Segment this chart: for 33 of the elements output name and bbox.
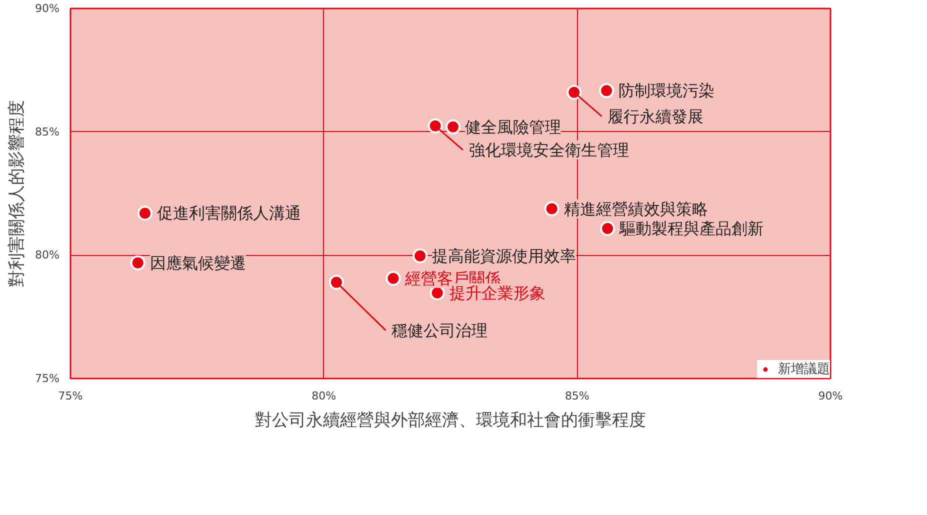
- annotation: 因應氣候變遷: [150, 253, 246, 272]
- point: [544, 201, 560, 216]
- annotation: 驅動製程與產品創新: [618, 219, 764, 238]
- x-tick-label: 90%: [818, 390, 843, 402]
- y-tick-label: 75%: [35, 372, 60, 385]
- point: [412, 248, 428, 264]
- point: [386, 270, 401, 286]
- y-tick-label: 80%: [35, 248, 60, 262]
- y-tick-label: 85%: [35, 125, 60, 138]
- point: [446, 119, 461, 134]
- annotation: 健全風險管理: [465, 117, 562, 136]
- y-tick-label: 90%: [35, 2, 60, 15]
- x-tick-label: 85%: [564, 390, 590, 402]
- annotation: 強化環境安全衛生管理: [468, 140, 629, 160]
- x-tick-label: 80%: [312, 390, 336, 402]
- legend-label: 新增議題: [778, 361, 830, 378]
- point: [599, 83, 614, 98]
- point: [428, 118, 443, 134]
- x-tick-label: 75%: [58, 390, 83, 402]
- point: [130, 255, 146, 270]
- annotation: 精進經營績效與策略: [564, 199, 708, 218]
- annotation: 穩健公司治理: [392, 320, 488, 340]
- annotation: 防制環境污染: [618, 81, 715, 100]
- annotation: 提高能資源使用效率: [432, 246, 576, 266]
- x-axis-title: 對公司永續經營與外部經濟、環境和社會的衝擊程度: [255, 410, 646, 430]
- y-axis-title: 對利害關係人的影響程度: [7, 100, 28, 287]
- point: [600, 221, 616, 236]
- annotation: 促進利害關係人溝通: [156, 204, 301, 223]
- point: [137, 206, 152, 221]
- point: [566, 84, 582, 100]
- annotation: 履行永續發展: [608, 106, 704, 126]
- point: [329, 274, 344, 290]
- annotation: 提升企業形象: [449, 283, 546, 302]
